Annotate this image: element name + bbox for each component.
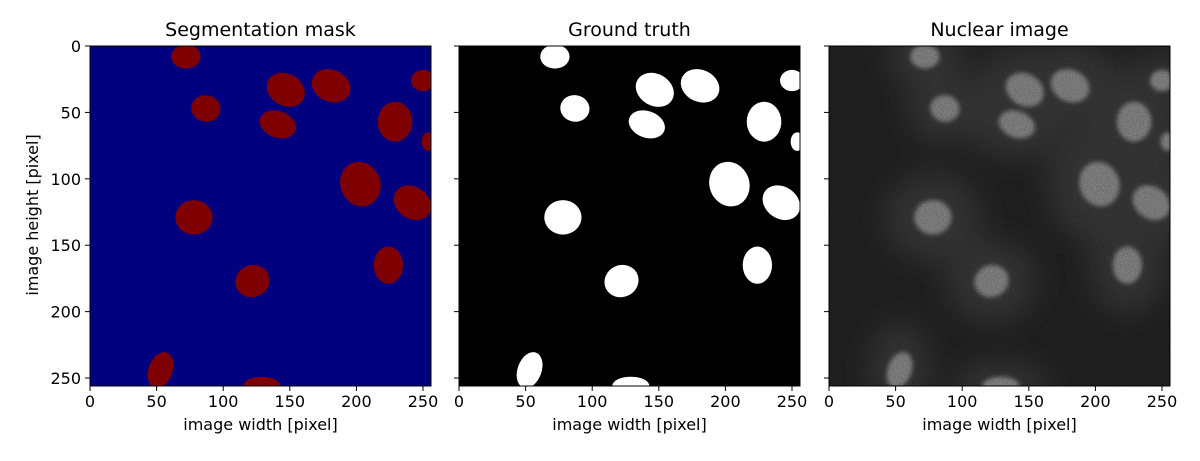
image-noise <box>829 46 1170 386</box>
y-tick-label: 150 <box>50 236 81 255</box>
image-area-3 <box>829 46 1170 386</box>
nucleus-15 <box>243 376 281 386</box>
nucleus-5 <box>780 69 800 92</box>
nucleus-1 <box>171 46 201 69</box>
image-area-1 <box>90 46 431 386</box>
nucleus-8 <box>421 132 431 151</box>
nucleus-11 <box>544 200 582 235</box>
x-tick-label: 200 <box>341 392 372 411</box>
nucleus-10 <box>762 185 800 221</box>
nucleus-7 <box>746 101 782 142</box>
nucleus-10 <box>393 185 431 221</box>
nucleus-14 <box>147 352 174 386</box>
nucleus-12 <box>742 246 773 284</box>
nucleus-13 <box>235 264 270 298</box>
axes-frame <box>458 45 801 387</box>
y-tick-label: 0 <box>71 37 81 56</box>
nucleus-4 <box>311 69 351 103</box>
nucleus-15 <box>612 376 650 386</box>
nuclei <box>516 46 800 386</box>
y-tick-label: 50 <box>61 103 81 122</box>
image-area-2 <box>459 46 800 386</box>
y-tick-label: 200 <box>50 303 81 322</box>
x-tick-label: 150 <box>1014 392 1045 411</box>
axes-frame <box>828 45 1171 387</box>
x-tick-label: 50 <box>515 392 535 411</box>
nucleus-9 <box>340 161 381 207</box>
x-tick-label: 250 <box>777 392 808 411</box>
axes-frame <box>89 45 432 387</box>
image-background <box>90 46 431 386</box>
nucleus-14 <box>516 352 543 386</box>
x-tick-label: 250 <box>1147 392 1178 411</box>
x-tick-label: 50 <box>885 392 905 411</box>
panel-title: Ground truth <box>568 19 691 41</box>
nuclei <box>147 46 431 386</box>
panel-title: Nuclear image <box>930 19 1068 41</box>
nucleus-13 <box>604 264 639 298</box>
x-tick-label: 0 <box>824 392 834 411</box>
nucleus-5 <box>411 69 431 92</box>
nucleus-6 <box>259 110 296 139</box>
x-tick-label: 0 <box>85 392 95 411</box>
y-tick-label: 100 <box>50 170 81 189</box>
panel-2: Ground truth 0 50 100 150 200 250 image width [… <box>454 19 807 434</box>
nucleus-2 <box>191 95 221 122</box>
nucleus-4 <box>680 69 720 103</box>
nucleus-9 <box>709 161 750 207</box>
nucleus-3 <box>266 72 305 107</box>
x-tick-label: 0 <box>454 392 464 411</box>
x-tick-label: 150 <box>644 392 675 411</box>
x-axis-label: image width [pixel] <box>552 415 706 434</box>
nucleus-2 <box>560 95 590 122</box>
x-tick-label: 100 <box>208 392 239 411</box>
y-tick-label: 250 <box>50 369 81 388</box>
x-tick-label: 200 <box>1080 392 1111 411</box>
panel-3: Nuclear image 0 50 100 150 200 250 image width … <box>824 19 1178 434</box>
nucleus-11 <box>175 200 213 235</box>
nucleus-3 <box>635 72 674 107</box>
nucleus-7 <box>377 101 413 142</box>
image-background <box>459 46 800 386</box>
x-tick-label: 100 <box>577 392 608 411</box>
x-tick-label: 250 <box>408 392 439 411</box>
x-tick-label: 200 <box>710 392 741 411</box>
nucleus-6 <box>628 110 665 139</box>
nucleus-12 <box>373 246 404 284</box>
nucleus-1 <box>540 46 570 69</box>
panel-title: Segmentation mask <box>165 19 356 41</box>
shared-y-axis-label: image height [pixel] <box>23 134 42 295</box>
x-tick-label: 50 <box>146 392 166 411</box>
x-axis-label: image width [pixel] <box>922 415 1076 434</box>
nucleus-8 <box>790 132 800 151</box>
x-tick-label: 100 <box>947 392 978 411</box>
x-tick-label: 150 <box>275 392 306 411</box>
x-axis-label: image width [pixel] <box>183 415 337 434</box>
